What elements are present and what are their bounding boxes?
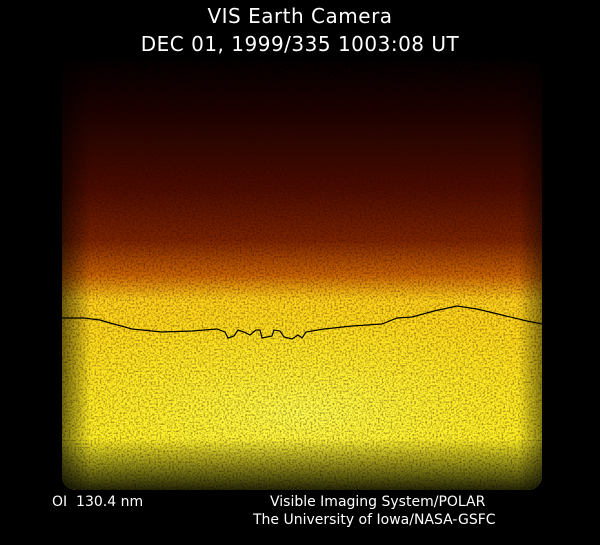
instrument-credit: Visible Imaging System/POLAR [270, 494, 486, 510]
earth-camera-image [62, 60, 542, 490]
image-title: VIS Earth Camera [207, 4, 393, 28]
coastline-overlay [62, 305, 542, 340]
filter-wavelength-label: OI 130.4 nm [52, 494, 144, 510]
image-timestamp: DEC 01, 1999/335 1003:08 UT [140, 32, 460, 56]
institution-credit: The University of Iowa/NASA-GSFC [253, 512, 496, 528]
